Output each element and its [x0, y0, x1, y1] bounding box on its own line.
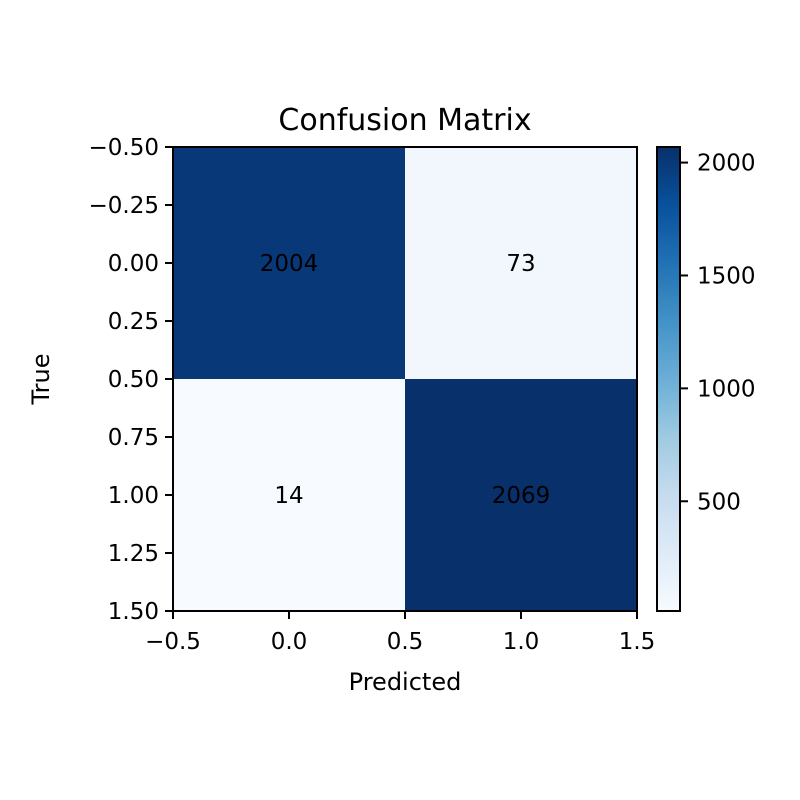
x-tick-label: −0.5 — [145, 629, 201, 655]
colorbar — [656, 146, 681, 612]
x-axis: −0.5 0.0 0.5 1.0 1.5 — [145, 611, 655, 655]
heatmap-cell-labels: 2004 73 14 2069 — [260, 251, 551, 509]
cell-value-r1-c0: 14 — [274, 483, 303, 509]
y-tick-label: 1.00 — [108, 483, 159, 509]
colorbar-axis: 500 1000 1500 2000 — [680, 151, 756, 515]
cell-value-r0-c1: 73 — [506, 251, 535, 277]
cell-value-r0-c0: 2004 — [260, 251, 319, 277]
heatmap-cell-r1-c0 — [173, 379, 405, 611]
colorbar-tick-label: 1500 — [697, 263, 756, 289]
y-tick-label: −0.25 — [89, 193, 159, 219]
x-tick-label: 0.5 — [387, 629, 424, 655]
heatmap-cell-r0-c0 — [173, 147, 405, 379]
colorbar-tick-label: 1000 — [697, 376, 756, 402]
y-tick-label: 1.50 — [108, 599, 159, 625]
x-tick-label: 1.5 — [619, 629, 656, 655]
x-tick-label: 1.0 — [503, 629, 540, 655]
y-axis: −0.50 −0.25 0.00 0.25 0.50 0.75 1.00 1.25 1.50 — [89, 135, 173, 625]
y-tick-label: 0.25 — [108, 309, 159, 335]
y-tick-label: 1.25 — [108, 541, 159, 567]
colorbar-tick-label: 2000 — [697, 151, 756, 177]
heatmap-cells — [173, 147, 637, 611]
heatmap-cell-r0-c1 — [405, 147, 637, 379]
chart-title: Confusion Matrix — [278, 103, 531, 138]
y-tick-label: 0.00 — [108, 251, 159, 277]
y-tick-label: 0.75 — [108, 425, 159, 451]
colorbar-tick-label: 500 — [697, 489, 741, 515]
y-tick-label: 0.50 — [108, 367, 159, 393]
heatmap-cell-r1-c1 — [405, 379, 637, 611]
y-tick-label: −0.50 — [89, 135, 159, 161]
x-tick-label: 0.0 — [271, 629, 308, 655]
cell-value-r1-c1: 2069 — [492, 483, 551, 509]
x-axis-label: Predicted — [349, 668, 462, 696]
y-axis-label: True — [27, 354, 55, 406]
